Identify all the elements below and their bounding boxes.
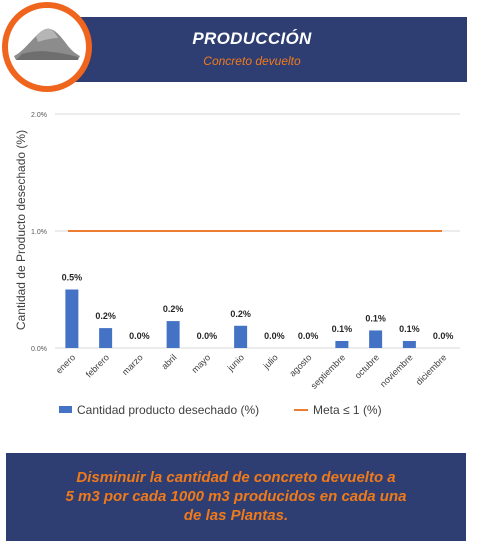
data-label-junio: 0.2% (230, 309, 251, 319)
bar-abril (166, 321, 180, 348)
data-label-marzo: 0.0% (129, 331, 150, 341)
x-tick-label-diciembre: diciembre (414, 352, 449, 387)
y-tick-label: 2.0% (31, 112, 47, 119)
x-tick-label-junio: junio (225, 352, 246, 373)
data-label-noviembre: 0.1% (399, 324, 420, 334)
legend-swatch-bars (59, 406, 72, 413)
bar-enero (65, 289, 79, 348)
x-tick-label-julio: julio (261, 352, 280, 371)
data-label-enero: 0.5% (62, 273, 83, 283)
x-tick-label-febrero: febrero (84, 352, 111, 379)
x-tick-label-abril: abril (159, 352, 178, 371)
legend-label-bars: Cantidad producto desechado (%) (77, 403, 259, 417)
legend-label-goal: Meta ≤ 1 (%) (313, 403, 382, 417)
page-subtitle: Concreto devuelto (203, 54, 301, 68)
y-tick-label: 0.0% (31, 346, 47, 353)
x-tick-label-septiembre: septiembre (309, 352, 348, 391)
concrete-pile-icon (2, 2, 92, 92)
data-label-septiembre: 0.1% (332, 324, 353, 334)
data-label-julio: 0.0% (264, 331, 285, 341)
header-banner: PRODUCCIÓN Concreto devuelto (37, 17, 467, 82)
bar-junio (234, 325, 248, 348)
data-label-octubre: 0.1% (365, 313, 386, 323)
x-tick-label-marzo: marzo (120, 352, 145, 377)
chart-legend: Cantidad producto desechado (%) Meta ≤ 1… (59, 403, 382, 417)
x-tick-label-octubre: octubre (353, 352, 381, 380)
bar-septiembre (335, 340, 349, 348)
data-label-diciembre: 0.0% (433, 331, 454, 341)
goal-line-3: de las Plantas. (183, 507, 289, 524)
y-axis-label: Cantidad de Producto desechado (%) (14, 130, 28, 330)
y-tick-label: 1.0% (31, 229, 47, 236)
data-label-febrero: 0.2% (95, 311, 116, 321)
goal-statement: Disminuir la cantidad de concreto devuel… (16, 468, 456, 525)
data-label-agosto: 0.0% (298, 331, 319, 341)
goal-line-1: Disminuir la cantidad de concreto devuel… (76, 469, 396, 486)
goal-banner: Disminuir la cantidad de concreto devuel… (6, 453, 466, 541)
bar-febrero (99, 328, 113, 348)
x-tick-label-mayo: mayo (190, 352, 213, 375)
x-tick-label-enero: enero (54, 352, 77, 375)
goal-line-2: 5 m3 por cada 1000 m3 producidos en cada… (65, 488, 407, 505)
data-label-abril: 0.2% (163, 304, 184, 314)
bar-chart: 0.0% 1.0% 2.0% 0.5% enero 0.2% febrero 0.0% marz… (14, 112, 460, 417)
bar-octubre (369, 330, 383, 348)
data-label-mayo: 0.0% (197, 331, 218, 341)
page-title: PRODUCCIÓN (192, 29, 312, 48)
bar-noviembre (402, 340, 416, 348)
x-tick-label-agosto: agosto (287, 352, 313, 378)
x-tick-label-noviembre: noviembre (378, 352, 415, 389)
